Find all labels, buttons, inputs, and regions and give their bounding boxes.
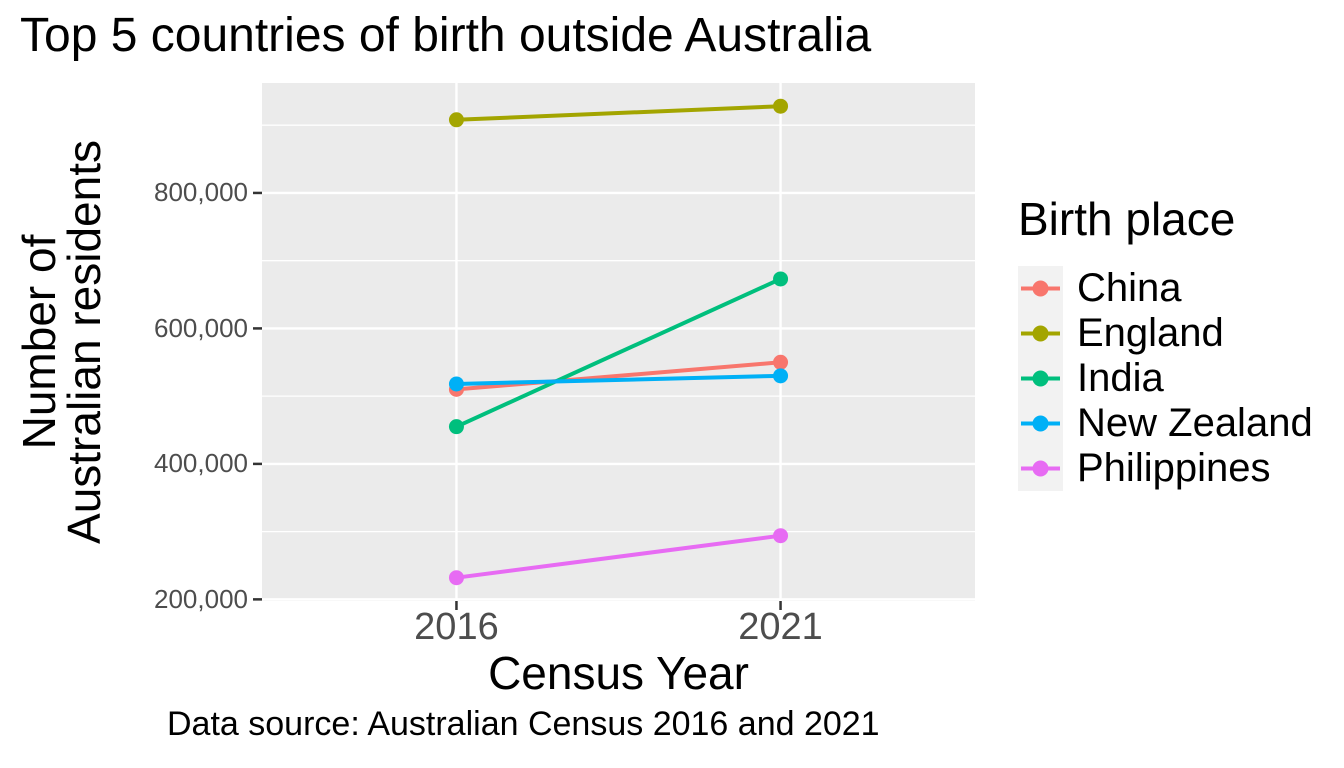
data-point-philippines <box>448 570 464 586</box>
y-tick-label-400000: 400,000 <box>154 448 248 479</box>
y-axis-title: Number of Australian residents <box>13 140 110 544</box>
data-point-new-zealand <box>448 376 464 392</box>
series-line-india <box>455 277 782 429</box>
data-point-new-zealand <box>773 368 789 384</box>
data-point-england <box>773 98 789 114</box>
data-point-china <box>773 354 789 370</box>
x-tick-label-2021: 2021 <box>738 606 823 648</box>
legend-item-england: England <box>1018 311 1313 356</box>
x-tick-label-2016: 2016 <box>414 606 499 648</box>
caption: Data source: Australian Census 2016 and … <box>167 705 880 743</box>
legend-key-glyph-icon <box>1021 415 1060 432</box>
legend-title: Birth place <box>1018 193 1236 245</box>
y-axis-title-line2: Australian residents <box>58 140 110 544</box>
series-line-new-zealand <box>456 373 781 386</box>
legend-item-new-zealand: New Zealand <box>1018 401 1313 446</box>
data-point-england <box>448 112 464 128</box>
chart-canvas <box>253 83 975 610</box>
y-tick-label-800000: 800,000 <box>154 177 248 208</box>
y-tick-label-200000: 200,000 <box>154 583 248 614</box>
plot-panel <box>253 83 975 610</box>
legend-item-label: India <box>1077 356 1164 400</box>
data-point-india <box>773 271 789 287</box>
x-axis-title: Census Year <box>488 647 749 699</box>
legend-item-philippines: Philippines <box>1018 446 1313 491</box>
legend-item-label: Philippines <box>1077 446 1271 490</box>
legend-item-label: England <box>1077 311 1224 355</box>
legend-key-swatch <box>1018 266 1063 311</box>
plot-title: Top 5 countries of birth outside Austral… <box>20 9 872 62</box>
y-tick-label-600000: 600,000 <box>154 312 248 343</box>
legend-item-india: India <box>1018 356 1313 401</box>
legend-key-glyph-icon <box>1021 460 1060 477</box>
legend-key-glyph-icon <box>1021 325 1060 342</box>
data-point-philippines <box>773 528 789 544</box>
legend-key-swatch <box>1018 446 1063 491</box>
series-line-england <box>456 104 781 122</box>
legend-item-label: New Zealand <box>1077 401 1313 445</box>
legend-key-swatch <box>1018 356 1063 401</box>
legend-key-glyph-icon <box>1021 370 1060 387</box>
legend-item-china: China <box>1018 266 1313 311</box>
legend-item-label: China <box>1077 266 1182 310</box>
legend-key-swatch <box>1018 401 1063 446</box>
legend-key-glyph-icon <box>1021 280 1060 297</box>
data-point-india <box>448 419 464 435</box>
series-line-china <box>456 360 781 392</box>
series-line-philippines <box>456 533 781 580</box>
legend-items: China England India <box>1018 266 1313 491</box>
legend-key-swatch <box>1018 311 1063 356</box>
legend: Birth place China England <box>1018 192 1313 491</box>
